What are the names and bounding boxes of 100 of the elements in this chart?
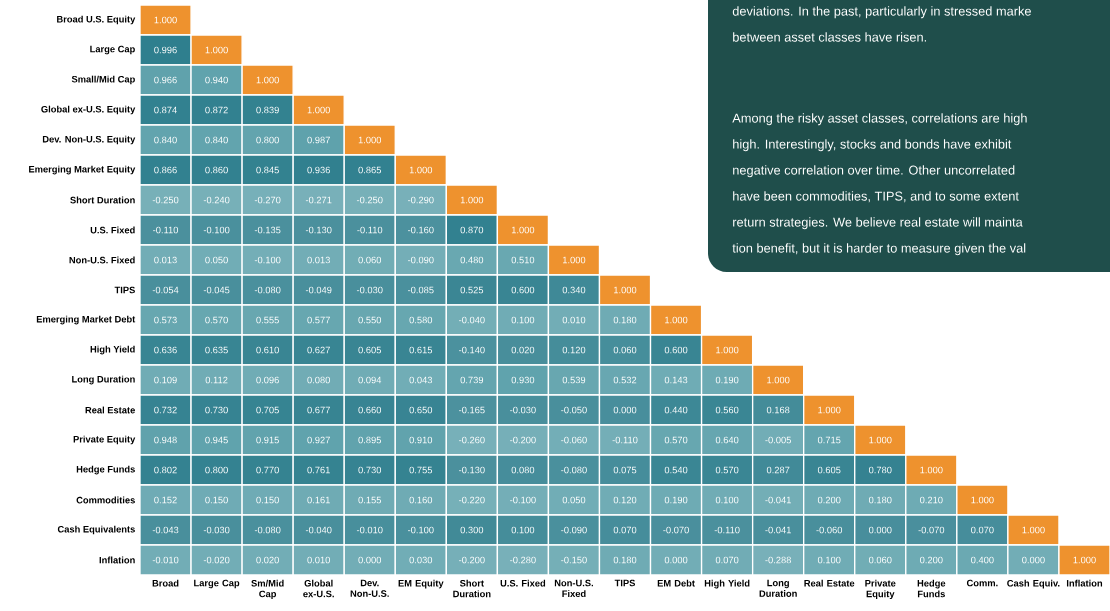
data-label: 0.080: [307, 376, 330, 384]
data-label: 0.510: [511, 256, 535, 264]
data-label: 0.525: [460, 286, 484, 294]
annotation: Among the risky asset classes, correlations are high: [732, 113, 1027, 126]
data-label: 1.000: [1073, 556, 1096, 564]
data-label: -0.250: [356, 196, 383, 204]
data-label: 0.635: [205, 346, 228, 354]
annotation: have been commodities, TIPS, and to some extent: [733, 191, 1019, 203]
data-label: 0.845: [256, 166, 279, 174]
data-label: 0.152: [154, 496, 177, 504]
data-label: -0.130: [305, 226, 332, 234]
data-label: 1.000: [767, 376, 790, 384]
data-label: 0.096: [256, 376, 279, 384]
x-tick-label: Inflation: [1066, 579, 1103, 587]
data-label: -0.280: [510, 556, 536, 564]
data-label: -0.054: [152, 286, 179, 294]
data-label: 0.560: [715, 406, 739, 414]
data-label: -0.049: [305, 286, 332, 294]
data-label: 0.043: [409, 376, 433, 384]
data-label: 1.000: [869, 436, 892, 444]
y-tick-label: Commodities: [76, 496, 135, 504]
x-tick-label: Global ex-U.S.: [303, 579, 334, 598]
data-label: -0.040: [305, 526, 332, 534]
data-label: 0.340: [562, 286, 586, 294]
data-label: 0.000: [358, 556, 382, 564]
data-label: 0.866: [154, 166, 177, 174]
data-label: 1.000: [818, 406, 841, 414]
data-label: -0.288: [765, 556, 791, 564]
data-label: -0.080: [254, 286, 281, 294]
data-label: 0.948: [154, 436, 177, 444]
data-label: 0.050: [205, 256, 228, 264]
data-label: 0.895: [358, 436, 382, 444]
data-label: 0.600: [664, 346, 688, 354]
data-label: 0.200: [920, 556, 943, 564]
data-label: 0.615: [409, 346, 433, 354]
data-label: 0.732: [154, 406, 177, 414]
data-label: -0.290: [407, 196, 434, 204]
data-label: -0.050: [561, 406, 587, 414]
data-label: 0.800: [205, 466, 228, 474]
annotation: tion benefit, but it is harder to measure given the val: [732, 243, 1026, 256]
data-label: -0.030: [356, 286, 383, 294]
annotation: high. Interestingly, stocks and bonds have exhibit: [733, 139, 1012, 152]
data-label: 0.865: [358, 166, 382, 174]
data-label: 0.109: [154, 376, 177, 384]
data-label: 0.190: [715, 376, 739, 384]
data-label: 0.739: [460, 376, 484, 384]
data-label: 0.570: [664, 436, 688, 444]
x-tick-label: High Yield: [704, 579, 750, 589]
data-label: 1.000: [307, 106, 330, 114]
data-label: -0.110: [357, 226, 383, 234]
data-label: -0.250: [152, 196, 179, 204]
data-label: 0.094: [358, 376, 382, 384]
annotation: deviations. In the past, particularly in stressed marke: [732, 6, 1031, 19]
x-tick-label: Cash Equiv.: [1007, 579, 1060, 589]
data-label: -0.135: [254, 226, 281, 234]
y-tick-label: Emerging Market Debt: [36, 315, 136, 325]
data-label: -0.085: [407, 286, 434, 294]
data-label: 0.180: [613, 556, 637, 564]
data-label: -0.005: [765, 436, 791, 444]
data-label: 0.000: [664, 556, 688, 564]
data-label: 0.000: [613, 406, 637, 414]
x-tick-label: Long Duration: [759, 579, 797, 597]
data-label: -0.080: [254, 526, 281, 534]
y-tick-label: Dev. Non-U.S. Equity: [42, 135, 136, 145]
data-label: -0.165: [459, 406, 485, 414]
data-label: -0.160: [407, 226, 434, 234]
data-label: 0.677: [307, 406, 330, 414]
x-tick-label: Comm.: [966, 579, 998, 587]
data-label: 0.915: [256, 436, 279, 444]
y-tick-label: Global ex-U.S. Equity: [41, 105, 136, 115]
x-tick-label: Short Duration: [453, 579, 491, 598]
data-label: 0.100: [817, 556, 841, 564]
data-label: 0.550: [358, 316, 382, 324]
data-label: -0.020: [203, 556, 230, 564]
data-label: 0.705: [256, 406, 279, 414]
data-label: -0.270: [254, 196, 281, 204]
data-label: 0.060: [358, 256, 382, 264]
x-tick-label: Private Equity: [865, 579, 896, 600]
data-label: -0.010: [356, 526, 383, 534]
data-label: 0.570: [205, 316, 228, 324]
data-label: 0.160: [409, 496, 433, 504]
x-tick-label: Real Estate: [804, 579, 855, 587]
data-label: 0.577: [307, 316, 330, 324]
data-label: 0.200: [817, 496, 841, 504]
data-label: 0.945: [205, 436, 228, 444]
x-tick-label: EM Debt: [657, 579, 695, 587]
data-label: 1.000: [205, 46, 228, 54]
data-label: 0.000: [868, 526, 892, 534]
data-label: 1.000: [154, 16, 177, 24]
data-label: 0.070: [613, 526, 637, 534]
data-label: 0.013: [307, 256, 330, 264]
data-label: 0.161: [307, 496, 330, 504]
data-label: 0.936: [307, 166, 330, 174]
data-label: -0.041: [765, 496, 791, 504]
data-label: 0.780: [868, 466, 892, 474]
data-label: 0.860: [205, 166, 228, 174]
data-label: 0.287: [766, 466, 790, 474]
data-label: 0.610: [256, 346, 279, 354]
data-label: 0.802: [154, 466, 177, 474]
data-label: -0.010: [152, 556, 179, 564]
